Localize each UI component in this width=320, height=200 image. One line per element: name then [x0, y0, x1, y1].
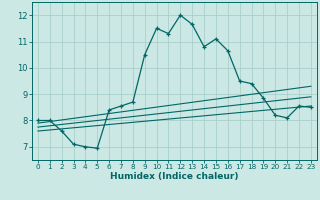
X-axis label: Humidex (Indice chaleur): Humidex (Indice chaleur) [110, 172, 239, 181]
